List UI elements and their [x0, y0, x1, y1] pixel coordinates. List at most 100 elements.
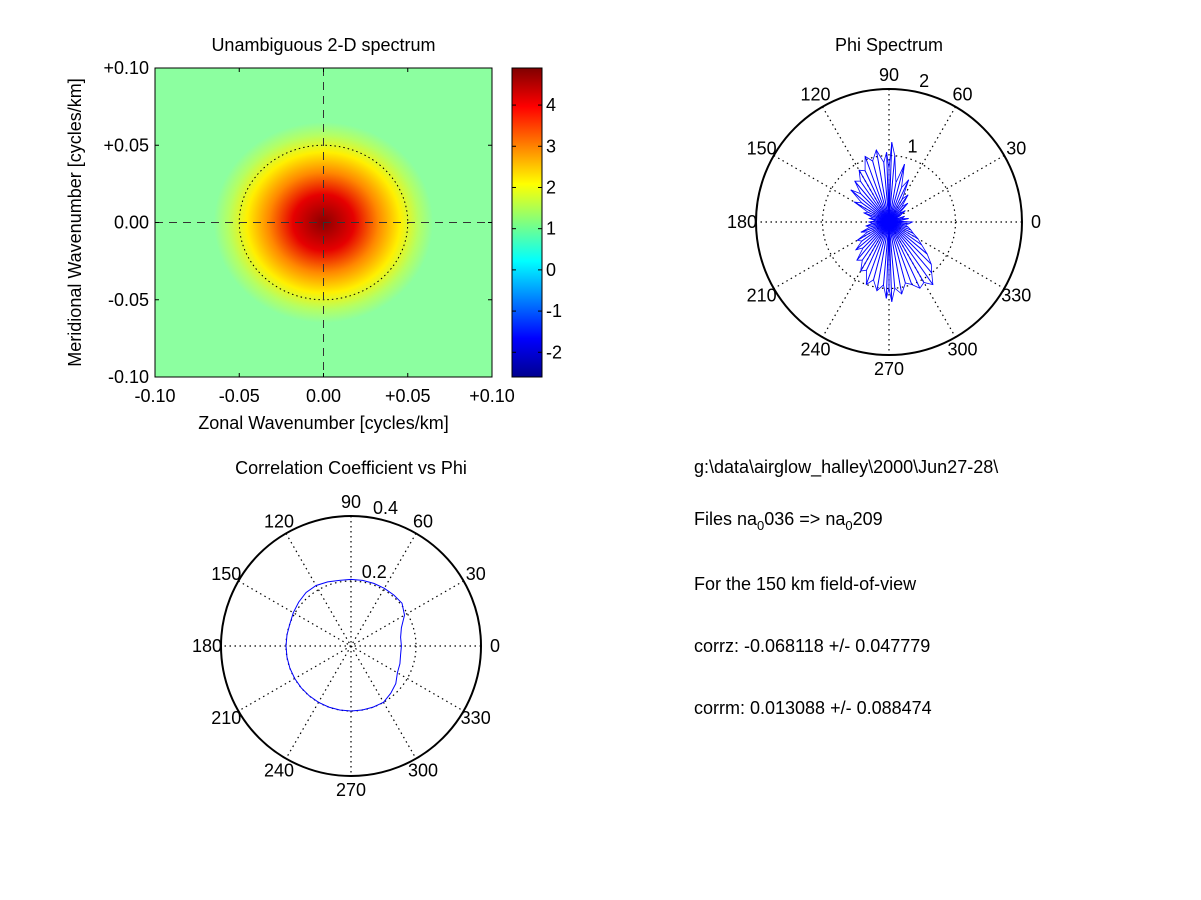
angle-label: 60 [413, 511, 433, 531]
spectrum-spike [888, 164, 905, 223]
angle-label: 90 [879, 65, 899, 85]
colorbar-tick-label: 3 [546, 136, 556, 156]
spectrum-spike [876, 221, 890, 291]
angle-label: 330 [1001, 286, 1031, 306]
angle-label: 270 [336, 780, 366, 800]
angle-label: 150 [211, 564, 241, 584]
x-tick-label: +0.05 [385, 386, 431, 406]
spectrum-spike [886, 152, 890, 223]
spectrum-spike [888, 221, 933, 274]
angle-label: 30 [1006, 139, 1026, 159]
corrm-line: corrm: 0.013088 +/- 0.088474 [694, 698, 932, 718]
corrz-line: corrz: -0.068118 +/- 0.047779 [694, 636, 931, 656]
spectrum-spike [859, 180, 890, 223]
spectrum-spike [888, 187, 902, 223]
y-tick-label: -0.10 [108, 367, 149, 387]
angle-label: 210 [211, 708, 241, 728]
heatmap-x-ticks: -0.10 -0.05 0.00 +0.05 +0.10 [134, 68, 515, 406]
spectrum-spike [888, 221, 909, 225]
heatmap-x-label: Zonal Wavenumber [cycles/km] [198, 413, 448, 433]
radial-tick-label: 2 [919, 71, 929, 91]
angle-label: 180 [192, 636, 222, 656]
colorbar-tick-label: 2 [546, 177, 556, 197]
x-tick-label: 0.00 [306, 386, 341, 406]
spectrum-spike [861, 221, 890, 261]
x-tick-label: -0.10 [134, 386, 175, 406]
y-tick-label: +0.10 [103, 58, 149, 78]
spectrum-outline [850, 142, 934, 302]
files-line: Files na0036 => na0209 [694, 509, 883, 533]
colorbar-tick-label: 0 [546, 260, 556, 280]
spectrum-spike [888, 155, 896, 223]
correlation-title: Correlation Coefficient vs Phi [235, 458, 467, 478]
spectrum-spike [872, 160, 890, 223]
angle-label: 60 [952, 85, 972, 105]
correlation-curve [285, 578, 406, 712]
x-tick-label: -0.05 [219, 386, 260, 406]
fov-line: For the 150 km field-of-view [694, 574, 917, 594]
colorbar [511, 67, 543, 378]
colorbar-ticks: 4 3 2 1 0 -1 -2 [512, 95, 562, 362]
heatmap-panel: Unambiguous 2-D spectrum -0.10 -0.05 0.00 +… [65, 35, 562, 433]
y-tick-label: +0.05 [103, 135, 149, 155]
phi-spectrum-title: Phi Spectrum [835, 35, 943, 55]
data-path: g:\data\airglow_halley\2000\Jun27-28\ [694, 457, 999, 477]
correlation-panel: Correlation Coefficient vs Phi 0 30 60 90 12… [192, 458, 500, 800]
spectrum-spike [865, 221, 890, 285]
angle-label: 120 [264, 511, 294, 531]
spectrum-spike [854, 180, 890, 223]
files-mid-1: 036 => na [764, 509, 846, 529]
polar-outer-circle [220, 515, 482, 777]
heatmap-title: Unambiguous 2-D spectrum [211, 35, 435, 55]
phi-spectrum-panel: Phi Spectrum 0 30 60 90 120 150 180 210 240 270 30… [727, 35, 1041, 379]
spectrum-spike [857, 221, 890, 241]
x-tick-label: +0.10 [469, 386, 515, 406]
spectrum-spike [888, 221, 906, 284]
angle-label: 0 [490, 636, 500, 656]
radial-tick-label: 1 [908, 137, 918, 157]
heatmap-y-ticks: +0.10 +0.05 0.00 -0.05 -0.10 [103, 58, 492, 387]
spectrum-spike [854, 201, 890, 223]
spectrum-spike [864, 156, 890, 223]
spectrum-spike [866, 221, 890, 271]
spectrum-spike [883, 162, 890, 223]
spectrum-spike [888, 221, 922, 246]
angle-label: 330 [461, 708, 491, 728]
angle-label: 120 [800, 85, 830, 105]
spectrum-spike [860, 193, 890, 223]
spectrum-spike [888, 179, 910, 223]
angle-label: 90 [341, 492, 361, 512]
angular-grid-line [238, 580, 464, 712]
spectrum-spike [888, 221, 925, 283]
spectrum-spike [856, 221, 890, 261]
spectrum-spike [882, 221, 890, 285]
spectrum-spike [888, 221, 893, 302]
spectrum-spike [888, 182, 897, 223]
angle-label: 150 [747, 139, 777, 159]
spectrum-spike [860, 221, 890, 272]
spectrum-spike [873, 221, 890, 280]
spectrum-spike [888, 221, 913, 285]
spectrum-spike [862, 221, 890, 249]
colorbar-tick-label: -2 [546, 342, 562, 362]
spectrum-spike [888, 221, 932, 265]
spectrum-spike [888, 221, 903, 295]
radial-tick-label: 0.2 [362, 562, 387, 582]
files-subscript-1: 0 [757, 518, 765, 533]
spectrum-spike [888, 221, 896, 289]
spectrum-spike [888, 221, 928, 255]
angle-label: 210 [747, 286, 777, 306]
y-tick-label: -0.05 [108, 290, 149, 310]
spectrum-spike [855, 221, 890, 251]
angle-label: 240 [800, 339, 830, 359]
angle-label: 300 [408, 761, 438, 781]
polar-outer-circle [755, 88, 1023, 356]
files-prefix: Files na [694, 509, 758, 529]
y-tick-label: 0.00 [114, 213, 149, 233]
angle-label: 30 [466, 564, 486, 584]
spectrum-spike [875, 149, 890, 223]
angle-label: 300 [947, 339, 977, 359]
heatmap-y-label: Meridional Wavenumber [cycles/km] [65, 78, 85, 366]
angle-label: 180 [727, 212, 757, 232]
